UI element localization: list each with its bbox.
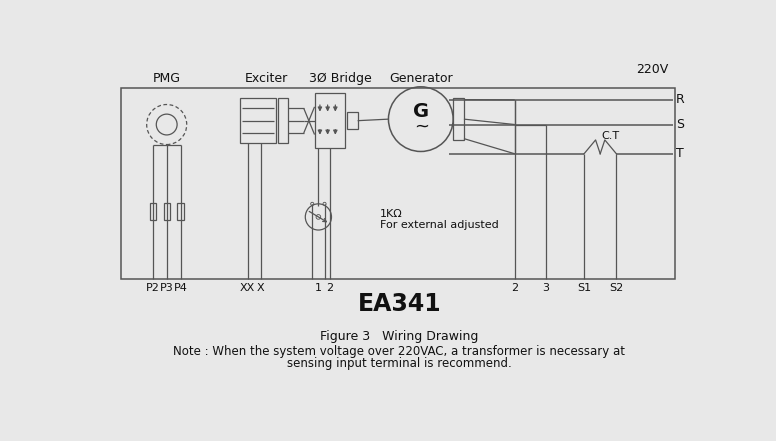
Text: Exciter: Exciter (245, 72, 289, 85)
Text: P4: P4 (174, 283, 188, 293)
Text: 220V: 220V (636, 63, 668, 75)
Text: 2: 2 (327, 283, 334, 293)
Text: EA341: EA341 (358, 292, 441, 316)
Text: S: S (677, 118, 684, 131)
Text: PMG: PMG (153, 72, 181, 85)
Bar (347, 112, 358, 129)
Text: X: X (257, 283, 265, 293)
Text: sensing input terminal is recommend.: sensing input terminal is recommend. (287, 357, 511, 370)
Text: Note : When the system voltage over 220VAC, a transformer is necessary at: Note : When the system voltage over 220V… (173, 345, 625, 358)
Text: 1KΩ: 1KΩ (380, 209, 403, 219)
Bar (278, 98, 289, 143)
Text: For external adjusted: For external adjusted (380, 220, 499, 230)
Text: Figure 3   Wiring Drawing: Figure 3 Wiring Drawing (320, 330, 479, 343)
Bar (178, 203, 184, 220)
Text: 1: 1 (315, 283, 322, 293)
Text: Generator: Generator (389, 72, 452, 85)
Text: 3: 3 (542, 283, 549, 293)
Text: XX: XX (240, 283, 255, 293)
Text: C.T: C.T (601, 131, 619, 141)
Text: 2: 2 (511, 283, 518, 293)
Bar (453, 98, 464, 140)
Text: T: T (677, 147, 684, 160)
Text: S2: S2 (609, 283, 623, 293)
Bar (120, 88, 675, 279)
Bar (150, 203, 156, 220)
Text: 3Ø Bridge: 3Ø Bridge (309, 72, 372, 85)
Text: R: R (676, 93, 684, 106)
Text: ~: ~ (414, 118, 429, 136)
Bar (314, 93, 345, 149)
Text: P2: P2 (146, 283, 160, 293)
Text: G: G (413, 102, 429, 121)
Text: P3: P3 (160, 283, 174, 293)
Bar (240, 98, 276, 143)
Bar (164, 203, 170, 220)
Text: S1: S1 (577, 283, 591, 293)
